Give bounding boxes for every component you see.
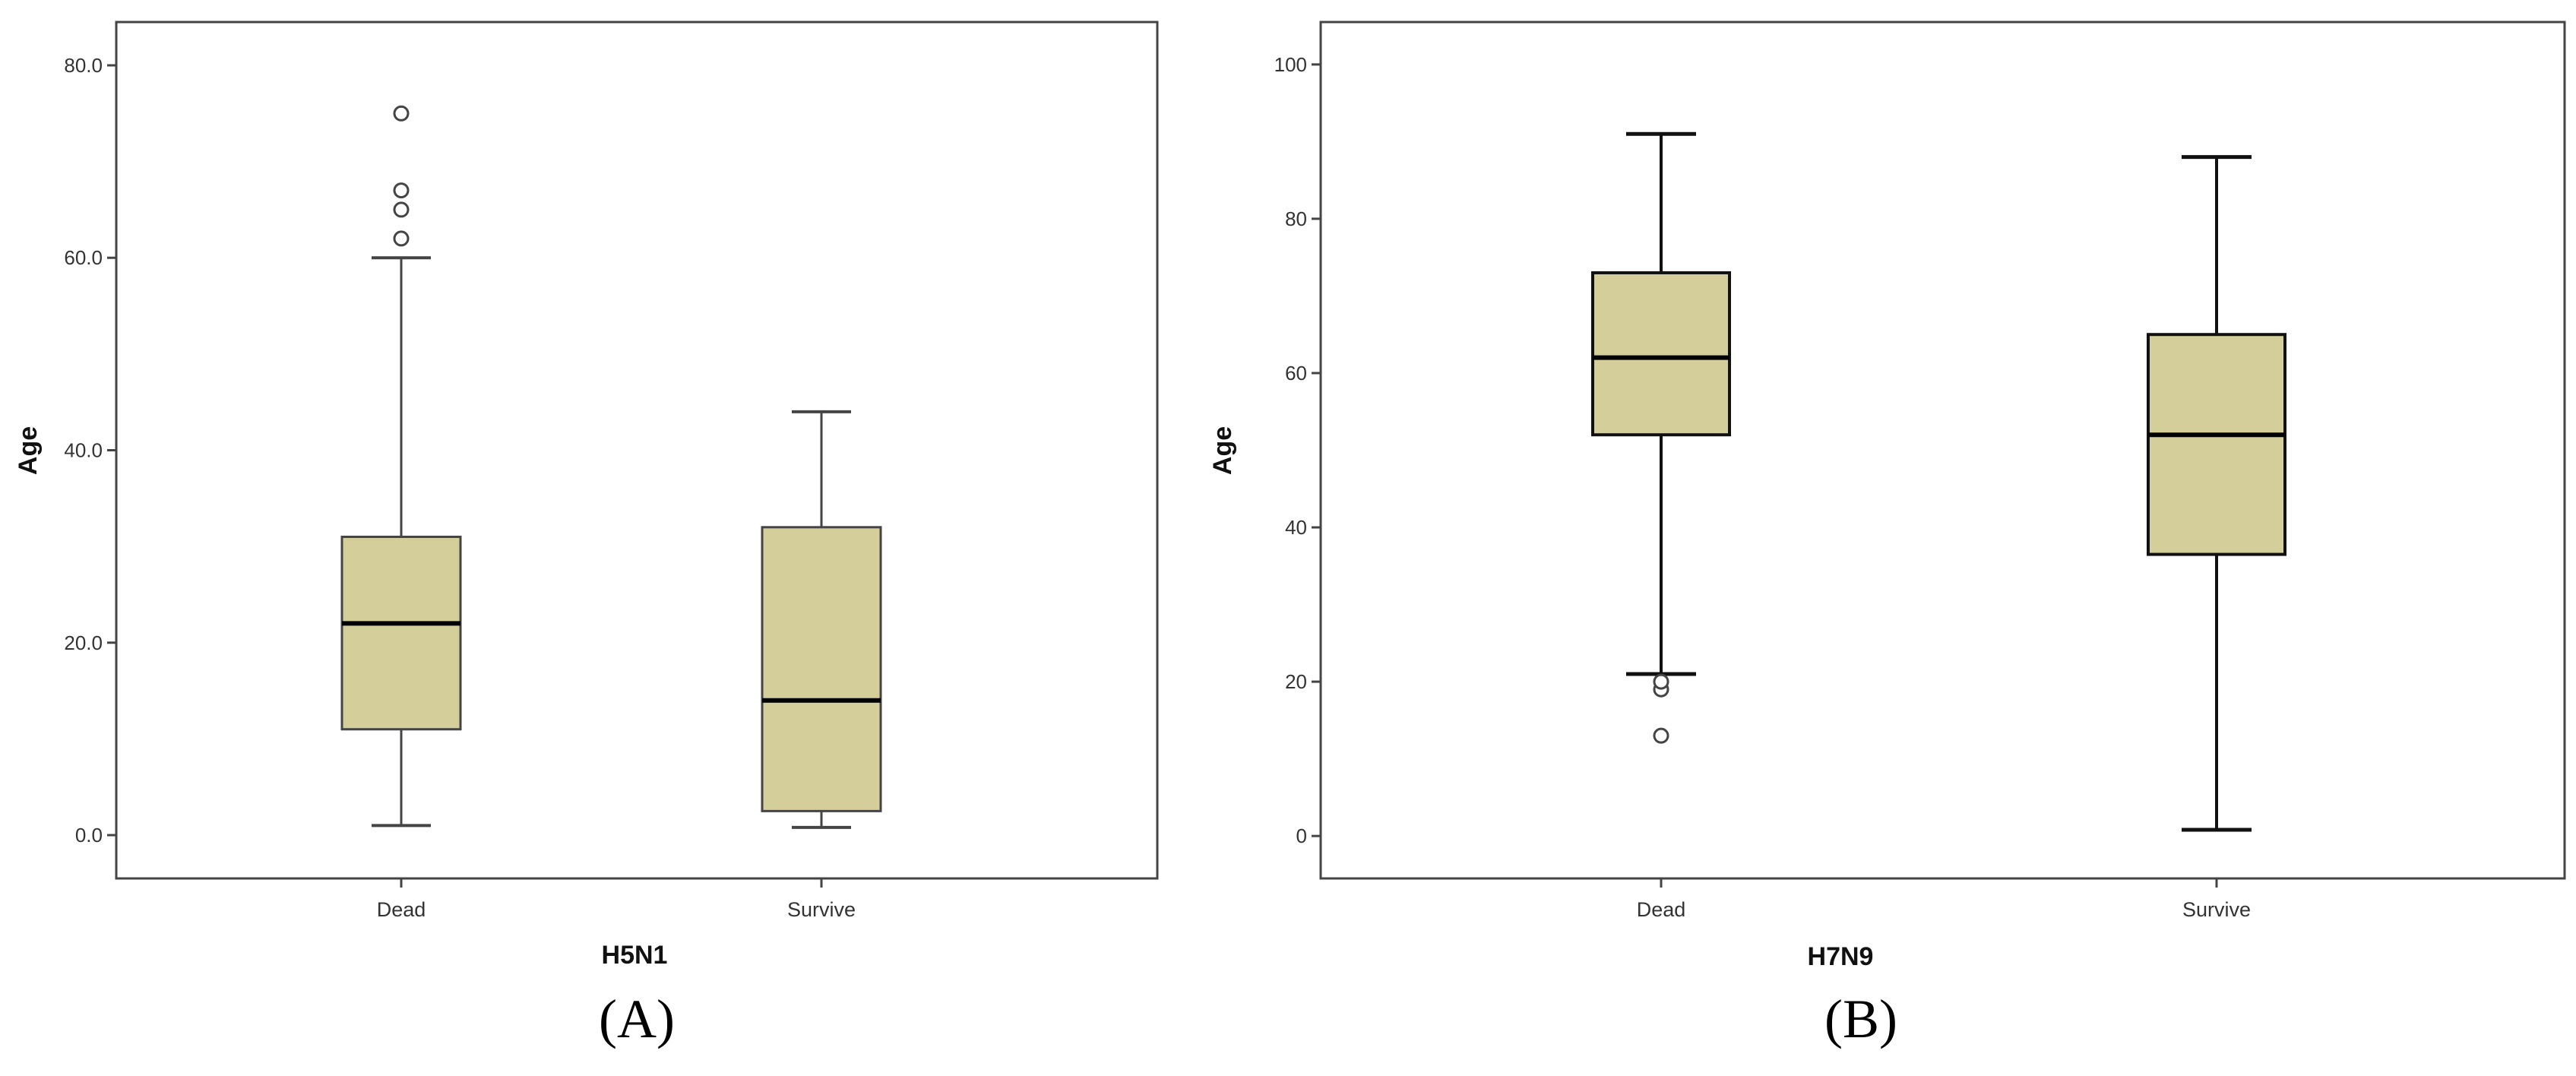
iqr-box — [761, 526, 882, 812]
y-tick-label-a: 80.0 — [64, 54, 103, 77]
iqr-box — [340, 535, 462, 731]
outlier-point — [393, 105, 410, 122]
plot-frame-a — [115, 21, 1159, 880]
x-axis-label-a: H5N1 — [602, 941, 668, 970]
x-tick-label-b: Survive — [2182, 898, 2251, 921]
outlier-point — [393, 201, 410, 218]
x-tick-label-b: Dead — [1637, 898, 1686, 921]
iqr-box — [1591, 271, 1731, 437]
outlier-point — [1653, 673, 1669, 690]
outlier-point — [393, 182, 410, 199]
x-axis-label-b: H7N9 — [1808, 942, 1874, 971]
y-axis-label-b: Age — [1208, 426, 1237, 475]
y-tick-label-b: 0 — [1296, 824, 1307, 847]
y-tick-label-b: 20 — [1285, 670, 1307, 693]
y-tick-label-a: 20.0 — [64, 631, 103, 654]
y-tick-label-a: 0.0 — [75, 824, 103, 847]
y-tick-label-a: 40.0 — [64, 439, 103, 462]
x-tick-label-a: Survive — [787, 898, 856, 921]
y-tick-label-b: 40 — [1285, 516, 1307, 539]
y-tick-label-b: 60 — [1285, 362, 1307, 385]
outlier-point — [1653, 727, 1669, 744]
iqr-box — [2147, 333, 2286, 556]
y-axis-label-a: Age — [14, 426, 43, 475]
outlier-point — [393, 230, 410, 247]
y-tick-label-b: 100 — [1274, 53, 1307, 76]
panel-label-a: (A) — [599, 989, 675, 1049]
plot-frame-b — [1319, 21, 2566, 880]
panel-label-b: (B) — [1824, 989, 1897, 1049]
y-tick-label-b: 80 — [1285, 207, 1307, 230]
x-tick-label-a: Dead — [377, 898, 426, 921]
y-tick-label-a: 60.0 — [64, 246, 103, 269]
